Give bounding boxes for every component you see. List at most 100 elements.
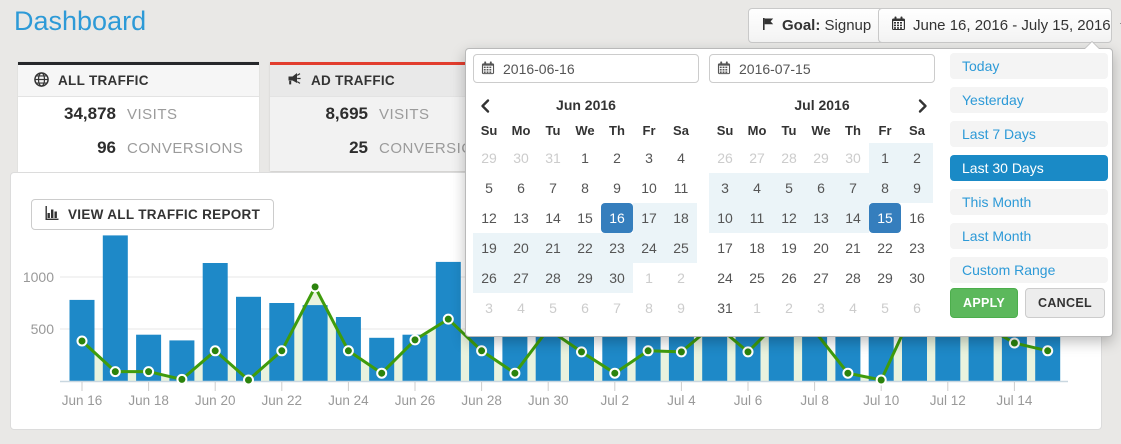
day-cell[interactable]: 12 — [481, 210, 497, 226]
day-cell[interactable]: 28 — [845, 270, 861, 286]
start-date-input[interactable] — [473, 54, 699, 83]
day-cell[interactable]: 23 — [601, 233, 633, 263]
chevron-left-icon[interactable] — [477, 96, 495, 114]
date-range-button[interactable]: June 16, 2016 - July 15, 2016 — [878, 8, 1121, 43]
day-cell[interactable]: 3 — [817, 300, 825, 316]
range-item-last-30-days[interactable]: Last 30 Days — [950, 155, 1108, 181]
day-cell[interactable]: 5 — [773, 173, 805, 203]
day-cell[interactable]: 9 — [901, 173, 933, 203]
day-cell[interactable]: 1 — [869, 143, 901, 173]
day-cell[interactable]: 6 — [581, 300, 589, 316]
day-cell[interactable]: 7 — [837, 173, 869, 203]
day-cell[interactable]: 24 — [717, 270, 733, 286]
range-item-today[interactable]: Today — [950, 53, 1108, 79]
day-cell[interactable]: 16 — [909, 210, 925, 226]
day-cell[interactable]: 14 — [545, 210, 561, 226]
day-cell[interactable]: 4 — [849, 300, 857, 316]
day-cell[interactable]: 15 — [577, 210, 593, 226]
day-cell[interactable]: 18 — [665, 203, 697, 233]
end-date-input[interactable] — [709, 54, 935, 83]
day-cell[interactable]: 10 — [641, 180, 657, 196]
range-item-this-month[interactable]: This Month — [950, 189, 1108, 215]
day-cell[interactable]: 22 — [877, 240, 893, 256]
day-cell[interactable]: 25 — [749, 270, 765, 286]
day-cell[interactable]: 30 — [513, 150, 529, 166]
day-cell[interactable]: 26 — [717, 150, 733, 166]
day-cell[interactable]: 13 — [513, 210, 529, 226]
day-cell[interactable]: 21 — [845, 240, 861, 256]
day-cell[interactable]: 3 — [645, 150, 653, 166]
day-cell[interactable]: 30 — [909, 270, 925, 286]
day-cell[interactable]: 1 — [581, 150, 589, 166]
day-cell[interactable]: 17 — [633, 203, 665, 233]
day-cell[interactable]: 20 — [813, 240, 829, 256]
day-cell[interactable]: 10 — [709, 203, 741, 233]
day-cell[interactable]: 5 — [485, 180, 493, 196]
range-item-yesterday[interactable]: Yesterday — [950, 87, 1108, 113]
day-cell[interactable]: 3 — [485, 300, 493, 316]
range-item-last-month[interactable]: Last Month — [950, 223, 1108, 249]
day-cell[interactable]: 12 — [773, 203, 805, 233]
day-cell[interactable]: 26 — [781, 270, 797, 286]
day-cell[interactable]: 28 — [537, 263, 569, 293]
day-cell[interactable]: 11 — [741, 203, 773, 233]
day-cell[interactable]: 2 — [613, 150, 621, 166]
day-cell[interactable]: 2 — [677, 270, 685, 286]
day-cell[interactable]: 18 — [749, 240, 765, 256]
day-cell[interactable]: 4 — [677, 150, 685, 166]
day-cell[interactable]: 24 — [633, 233, 665, 263]
day-cell[interactable]: 30 — [601, 263, 633, 293]
cancel-button[interactable]: CANCEL — [1025, 288, 1105, 318]
day-cell[interactable]: 28 — [781, 150, 797, 166]
day-cell[interactable]: 3 — [709, 173, 741, 203]
day-cell[interactable]: 1 — [753, 300, 761, 316]
day-cell[interactable]: 27 — [749, 150, 765, 166]
day-cell[interactable]: 29 — [813, 150, 829, 166]
range-item-last-7-days[interactable]: Last 7 Days — [950, 121, 1108, 147]
day-cell[interactable]: 5 — [881, 300, 889, 316]
day-cell[interactable]: 9 — [613, 180, 621, 196]
day-cell[interactable]: 27 — [813, 270, 829, 286]
day-cell[interactable]: 8 — [645, 300, 653, 316]
day-cell[interactable]: 19 — [473, 233, 505, 263]
chevron-right-icon[interactable] — [913, 96, 931, 114]
day-cell[interactable]: 15 — [869, 203, 901, 233]
day-cell[interactable]: 29 — [481, 150, 497, 166]
day-cell[interactable]: 22 — [569, 233, 601, 263]
day-cell[interactable]: 4 — [741, 173, 773, 203]
day-cell[interactable]: 11 — [673, 180, 689, 196]
day-cell[interactable]: 23 — [909, 240, 925, 256]
day-cell[interactable]: 25 — [665, 233, 697, 263]
day-cell[interactable]: 6 — [913, 300, 921, 316]
apply-button[interactable]: APPLY — [950, 288, 1019, 318]
day-cell[interactable]: 2 — [785, 300, 793, 316]
day-cell[interactable]: 13 — [805, 203, 837, 233]
day-cell[interactable]: 19 — [781, 240, 797, 256]
day-cell[interactable]: 20 — [505, 233, 537, 263]
day-cell[interactable]: 4 — [517, 300, 525, 316]
day-cell[interactable]: 26 — [473, 263, 505, 293]
day-cell[interactable]: 1 — [645, 270, 653, 286]
day-cell[interactable]: 6 — [805, 173, 837, 203]
tab-all-traffic[interactable]: ALL TRAFFIC 34,878 VISITS 96 CONVERSIONS — [18, 62, 259, 172]
day-cell[interactable]: 8 — [869, 173, 901, 203]
day-cell[interactable]: 7 — [613, 300, 621, 316]
day-cell[interactable]: 31 — [545, 150, 561, 166]
day-cell[interactable]: 17 — [717, 240, 733, 256]
day-cell[interactable]: 21 — [537, 233, 569, 263]
day-cell[interactable]: 27 — [505, 263, 537, 293]
day-cell[interactable]: 14 — [837, 203, 869, 233]
day-cell[interactable]: 29 — [877, 270, 893, 286]
day-cell[interactable]: 16 — [601, 203, 633, 233]
view-all-traffic-report-button[interactable]: VIEW ALL TRAFFIC REPORT — [31, 199, 275, 230]
day-cell[interactable]: 7 — [549, 180, 557, 196]
day-cell[interactable]: 5 — [549, 300, 557, 316]
day-cell[interactable]: 8 — [581, 180, 589, 196]
day-cell[interactable]: 29 — [569, 263, 601, 293]
day-cell[interactable]: 9 — [677, 300, 685, 316]
range-item-custom-range[interactable]: Custom Range — [950, 257, 1108, 283]
day-cell[interactable]: 6 — [517, 180, 525, 196]
day-cell[interactable]: 30 — [845, 150, 861, 166]
day-cell[interactable]: 31 — [717, 300, 733, 316]
day-cell[interactable]: 2 — [901, 143, 933, 173]
